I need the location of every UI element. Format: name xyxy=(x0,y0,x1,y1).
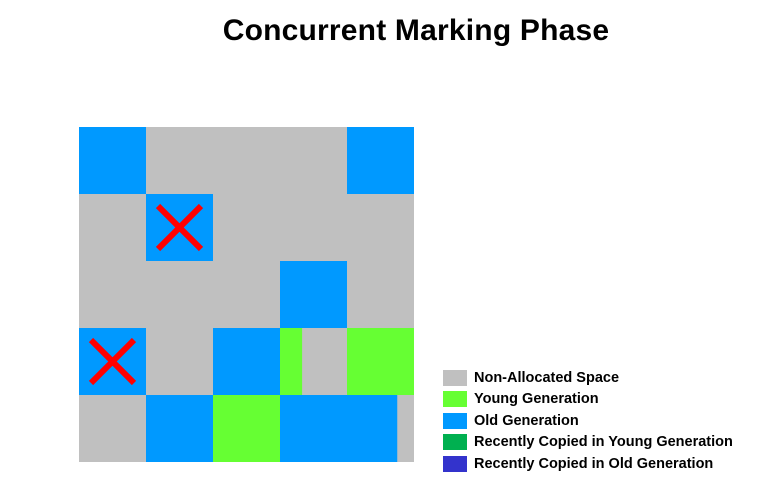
old-generation-region-3 xyxy=(280,261,347,328)
reclaim-x-icon xyxy=(155,203,204,252)
page-title: Concurrent Marking Phase xyxy=(222,14,610,47)
legend-label: Old Generation xyxy=(474,412,579,429)
legend-swatch xyxy=(443,455,467,472)
legend-label: Recently Copied in Old Generation xyxy=(474,455,714,472)
legend-label: Recently Copied in Young Generation xyxy=(474,434,733,451)
legend-swatch xyxy=(443,412,467,429)
old-generation-region-5 xyxy=(213,328,280,395)
legend: Non-Allocated Space Young Generation Old G… xyxy=(443,367,733,475)
young-generation-region-6 xyxy=(280,328,303,395)
legend-item: Recently Copied in Old Generation xyxy=(443,453,733,475)
old-generation-region-0 xyxy=(79,127,146,194)
young-generation-region-9 xyxy=(213,395,280,462)
legend-item: Old Generation xyxy=(443,410,733,432)
legend-item: Non-Allocated Space xyxy=(443,367,733,389)
legend-label: Young Generation xyxy=(474,391,599,408)
old-generation-region-8 xyxy=(146,395,213,462)
legend-swatch xyxy=(443,434,467,451)
old-generation-region-1 xyxy=(347,127,414,194)
legend-swatch xyxy=(443,391,467,408)
legend-swatch xyxy=(443,369,467,386)
young-generation-region-7 xyxy=(347,328,414,395)
legend-item: Young Generation xyxy=(443,389,733,411)
legend-item: Recently Copied in Young Generation xyxy=(443,432,733,454)
old-generation-region-10 xyxy=(280,395,398,462)
legend-label: Non-Allocated Space xyxy=(474,369,620,386)
reclaim-x-icon xyxy=(88,337,137,386)
